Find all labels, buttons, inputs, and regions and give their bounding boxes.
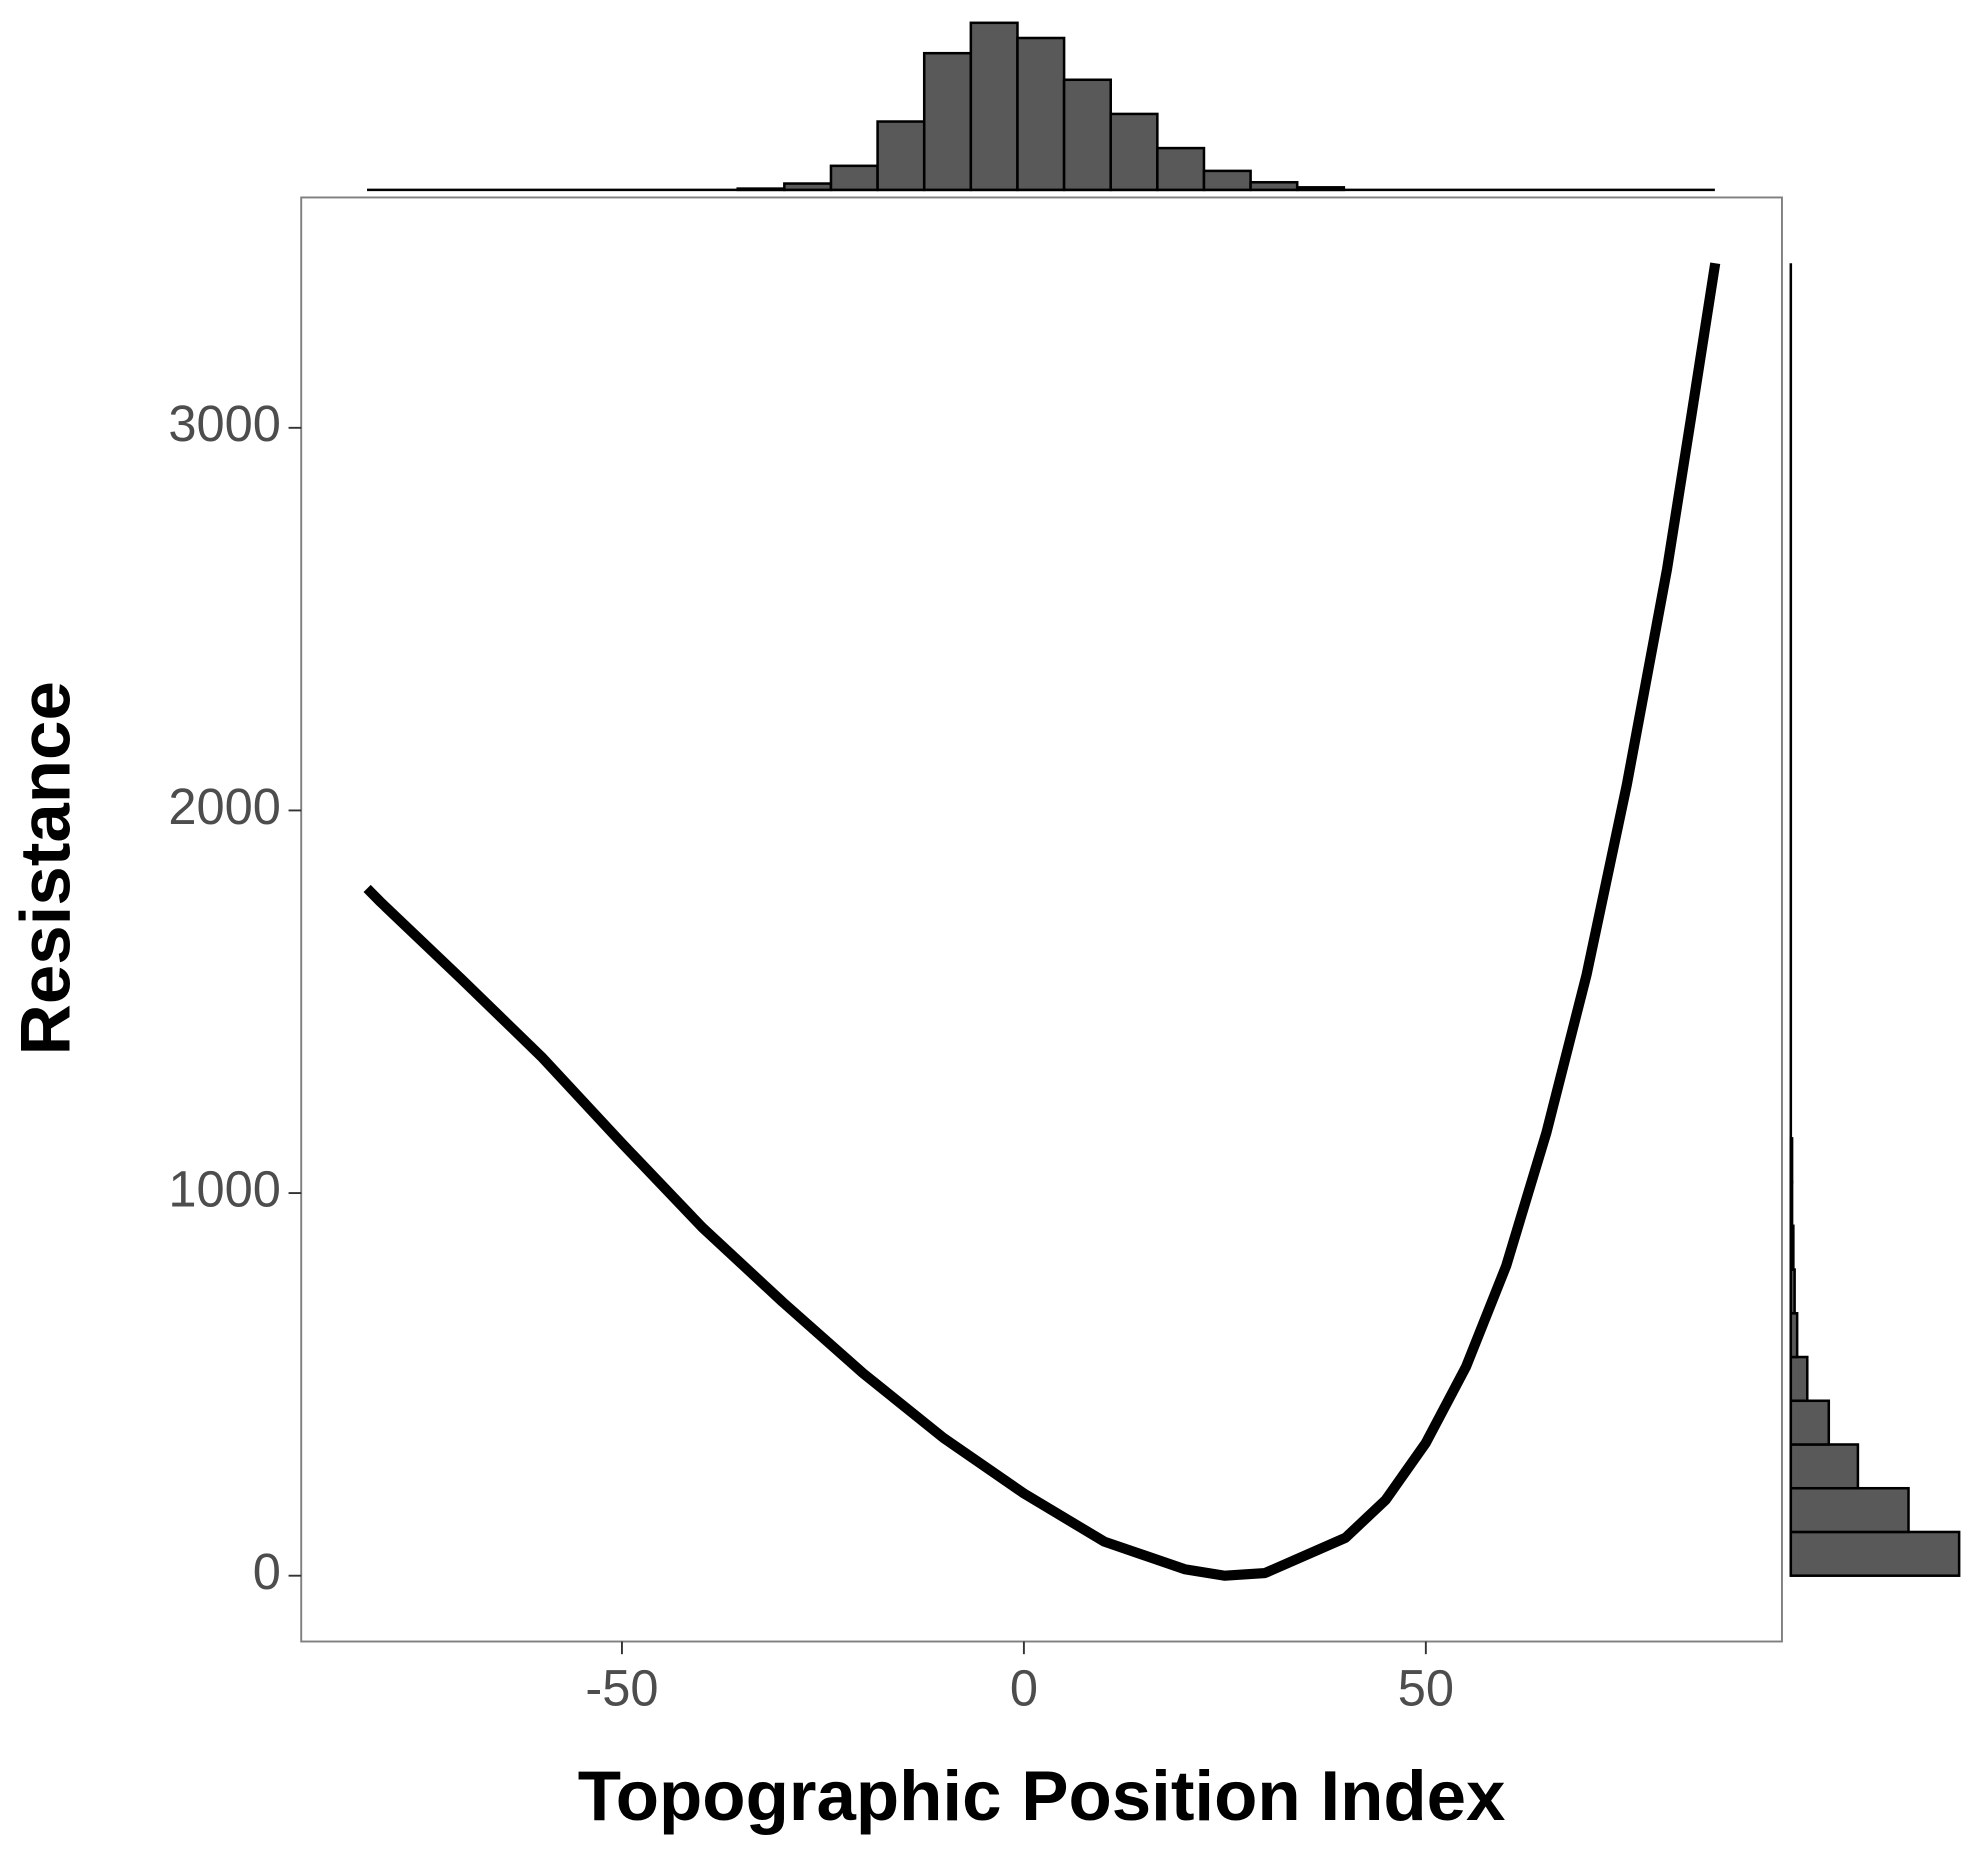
histogram-bar [1202,169,1252,192]
x-tick-label: -50 [585,1660,658,1717]
x-tick-label: 50 [1398,1660,1454,1717]
histogram-bar [1789,1180,1794,1228]
histogram-bar [1249,181,1299,192]
histogram-bar [922,51,973,192]
histogram-bar [1789,1530,1961,1577]
histogram-bar [1789,1268,1796,1315]
histogram-bar [1062,78,1112,192]
panel [300,196,1783,1643]
histogram-bar [1156,146,1206,192]
histogram-bar [1016,36,1066,192]
histogram-bar [1789,1355,1809,1403]
y-axis-title: Resistance [7,681,86,1055]
y-tick-label: 3000 [168,395,281,452]
histogram-bar [1789,1312,1799,1359]
histogram-bar [969,21,1019,192]
histogram-bar [1789,1486,1910,1534]
curve [363,262,1721,1581]
histogram-bar [783,182,833,192]
histogram-bar [1789,1443,1860,1490]
y-tick-label: 2000 [168,778,281,835]
histogram-bar [1109,112,1159,192]
x-tick-label: 0 [1010,1660,1038,1717]
histogram-bar [1789,1399,1831,1446]
histogram-bar [1789,1224,1795,1271]
histogram-bar [829,164,879,192]
histogram-bar [736,187,786,192]
histogram-bar [1789,1137,1794,1184]
histogram-bar [876,120,926,192]
histogram-bar [1295,186,1346,192]
y-tick-label: 1000 [168,1160,281,1217]
x-axis-title: Topographic Position Index [578,1757,1506,1836]
y-tick-label: 0 [253,1543,281,1600]
